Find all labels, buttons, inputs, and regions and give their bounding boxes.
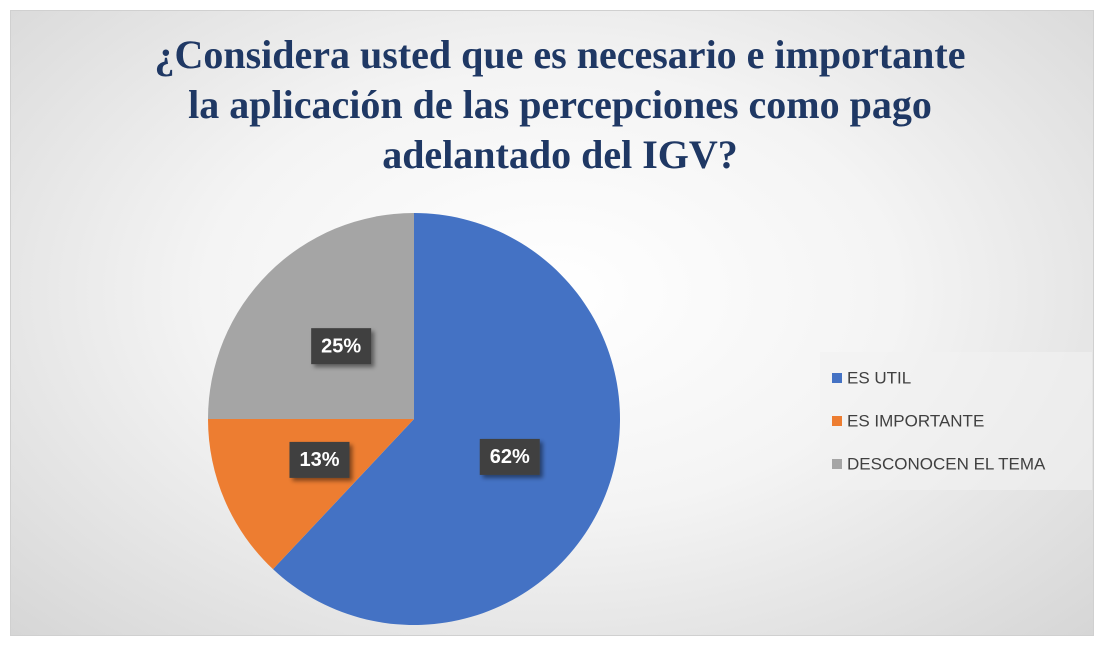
legend-swatch [832, 416, 842, 426]
pie-slice [208, 419, 414, 570]
chart-title: ¿Considera usted que es necesario e impo… [154, 32, 966, 177]
data-label: 25% [321, 335, 361, 357]
legend-label: ES UTIL [847, 368, 911, 387]
data-label: 62% [490, 446, 530, 468]
legend-label: ES IMPORTANTE [847, 411, 984, 430]
legend-box [820, 352, 1092, 490]
pie-slice [208, 213, 414, 419]
data-label: 13% [299, 449, 339, 471]
data-label-box [289, 441, 350, 478]
data-label-box [479, 438, 540, 475]
data-label-box [311, 328, 372, 365]
legend-swatch [832, 373, 842, 383]
legend-label: DESCONOCEN EL TEMA [847, 454, 1046, 473]
legend-swatch [832, 459, 842, 469]
pie-slice [272, 213, 620, 625]
